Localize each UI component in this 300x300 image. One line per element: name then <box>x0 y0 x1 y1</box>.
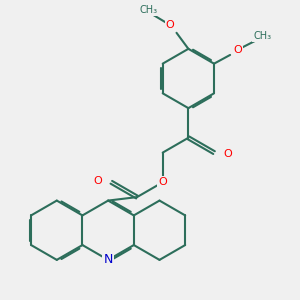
Text: O: O <box>158 177 167 187</box>
Text: CH₃: CH₃ <box>140 5 158 15</box>
Text: O: O <box>223 149 232 159</box>
Text: CH₃: CH₃ <box>253 31 271 41</box>
Text: N: N <box>103 254 113 266</box>
Text: O: O <box>166 20 175 30</box>
Text: O: O <box>233 45 242 55</box>
Text: O: O <box>94 176 103 185</box>
